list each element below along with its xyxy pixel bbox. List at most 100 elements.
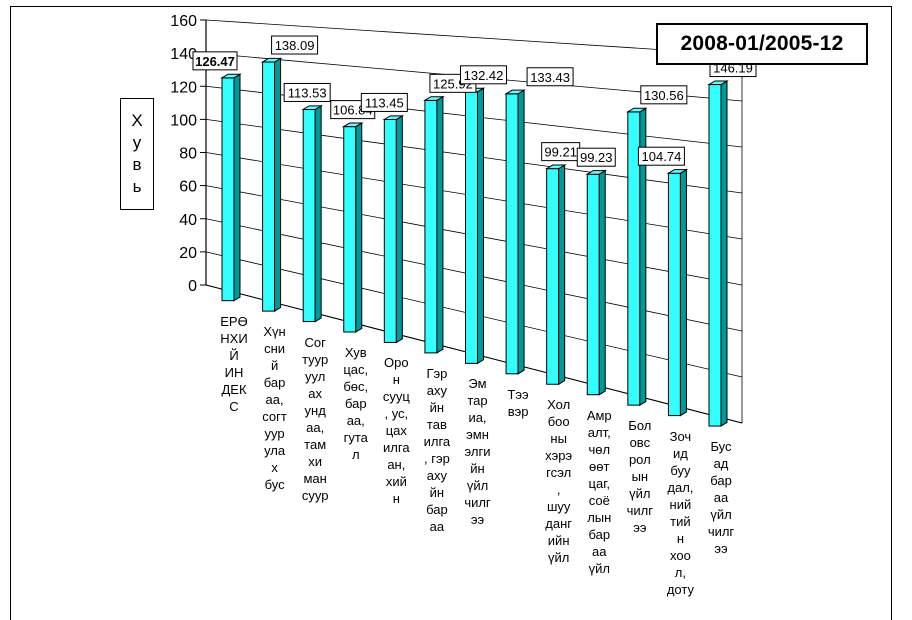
category-label-line: цас, <box>336 361 376 378</box>
y-tick-label: 40 <box>179 212 197 229</box>
data-label: 113.53 <box>288 85 327 100</box>
category-label-line: йн <box>458 460 498 477</box>
category-label-line: там <box>295 436 335 453</box>
category-label-line: бөс, <box>336 378 376 395</box>
category-label-line: Бус <box>701 438 741 455</box>
category-label: Бол овс рол ын үйл чилг ээ <box>620 417 660 536</box>
bar-side <box>721 81 727 426</box>
category-label-line: өөт <box>579 458 619 475</box>
bar <box>506 94 518 374</box>
category-label-line: вэр <box>498 403 538 420</box>
category-label-line: л <box>336 446 376 463</box>
category-label-line: ДЕК <box>214 381 254 398</box>
bar-side <box>680 170 686 416</box>
bar-side <box>315 106 321 322</box>
category-label-line: уул <box>295 368 335 385</box>
category-label-line: унд <box>295 402 335 419</box>
category-label-line: ын <box>620 468 660 485</box>
category-label-line: үйл <box>579 560 619 577</box>
category-label-line: тий <box>660 513 700 530</box>
y-tick-label: 0 <box>188 278 197 295</box>
category-label-line: чөл <box>579 441 619 458</box>
category-label: ЕРӨ НХИ Й ИН ДЕК С <box>214 313 254 415</box>
bar-side <box>356 123 362 332</box>
category-label-line: й <box>255 357 295 374</box>
category-label-line: аа, <box>255 391 295 408</box>
category-label-line: аа, <box>336 412 376 429</box>
category-label-line: ула <box>255 442 295 459</box>
category-label-line: йн <box>417 399 457 416</box>
category-label-line: илга <box>417 433 457 450</box>
y-tick-label: 120 <box>170 79 197 96</box>
category-label-line: ээ <box>458 511 498 528</box>
category-label-line: сууц <box>376 388 416 405</box>
category-label-line: аа <box>579 543 619 560</box>
bar <box>547 169 559 385</box>
category-label-line: аа <box>417 518 457 535</box>
y-axis-label-char: в <box>121 154 153 176</box>
category-label-line: х <box>255 459 295 476</box>
category-label-line: цаг, <box>579 475 619 492</box>
category-label-line: бар <box>579 526 619 543</box>
category-label-line: сни <box>255 340 295 357</box>
category-label-line: Зоч <box>660 428 700 445</box>
category-label-line: чилг <box>458 494 498 511</box>
bar <box>222 78 234 301</box>
y-axis-label-char: Х <box>121 110 153 132</box>
category-label-line: чилг <box>701 523 741 540</box>
category-label-line: аа <box>701 489 741 506</box>
category-label-line: үйл <box>620 485 660 502</box>
category-label-line: соё <box>579 492 619 509</box>
y-tick-label: 80 <box>179 146 197 163</box>
category-label-line: ийн <box>539 532 579 549</box>
bar-side <box>396 116 402 343</box>
category-label-line: н <box>660 530 700 547</box>
data-label: 113.45 <box>365 95 404 110</box>
category-label-line: овс <box>620 434 660 451</box>
category-label-line: ман <box>295 470 335 487</box>
category-label-line: согт <box>255 408 295 425</box>
category-label-line: суур <box>295 487 335 504</box>
category-label-line: алт, <box>579 424 619 441</box>
category-label-line: туур <box>295 351 335 368</box>
category-label-line: иа, <box>458 409 498 426</box>
bar-side <box>478 88 484 363</box>
chart-title: 2008-01/2005-12 <box>656 23 868 65</box>
category-label-line: ээ <box>701 540 741 557</box>
category-label-line: Эм <box>458 375 498 392</box>
category-label-line: доту <box>660 581 700 598</box>
category-label-line: Тээ <box>498 386 538 403</box>
bar-side <box>518 90 524 374</box>
category-label-line: л, <box>660 564 700 581</box>
category-label-line: , <box>539 481 579 498</box>
category-label-line: хи <box>295 453 335 470</box>
category-label-line: бар <box>417 501 457 518</box>
category-label-line: лын <box>579 509 619 526</box>
bar <box>384 119 396 342</box>
category-label-line: , гэр <box>417 450 457 467</box>
category-label-line: тав <box>417 416 457 433</box>
category-label-line: шуу <box>539 498 579 515</box>
category-label-line: Хүн <box>255 323 295 340</box>
category-label: Сог туур уул ах унд аа, там хи ман суур <box>295 334 335 504</box>
category-label-line: Бол <box>620 417 660 434</box>
category-label: Хол боо ны хэрэ гсэл, шуу данг ийн үйл <box>539 396 579 566</box>
category-label-line: хоо <box>660 547 700 564</box>
category-label-line: бар <box>255 374 295 391</box>
y-tick-label: 160 <box>170 13 197 30</box>
category-label-line: аа, <box>295 419 335 436</box>
category-label: Тээ вэр <box>498 386 538 420</box>
category-label-line: бар <box>701 472 741 489</box>
category-label-line: Амр <box>579 407 619 424</box>
category-label-line: , ус, <box>376 405 416 422</box>
bar <box>466 92 478 364</box>
category-label-line: Хув <box>336 344 376 361</box>
category-label-line: гута <box>336 429 376 446</box>
category-label-line: ах <box>295 385 335 402</box>
category-label: Эм тар иа, эмн элги йн үйл чилг ээ <box>458 375 498 528</box>
category-label-line: Гэр <box>417 365 457 382</box>
category-label-line: гсэл <box>539 464 579 481</box>
category-label-line: дал, <box>660 479 700 496</box>
bar-side <box>234 74 240 300</box>
category-label: Гэр аху йн тав илга, гэр аху йн бар аа <box>417 365 457 535</box>
